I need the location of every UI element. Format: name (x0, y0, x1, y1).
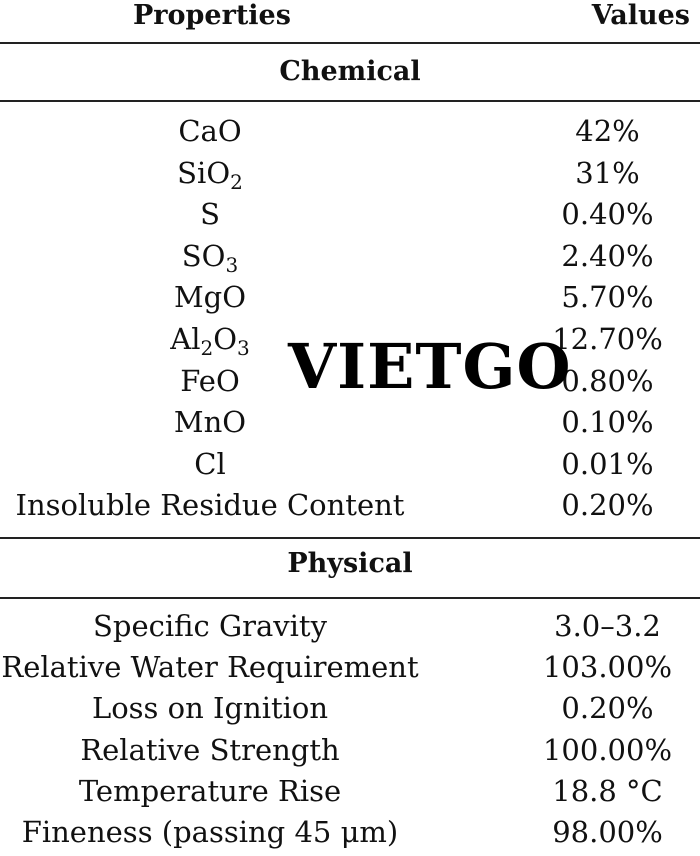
subscript: 3 (237, 336, 250, 360)
section-physical: Physical (287, 548, 413, 579)
property-cell: Temperature Rise (0, 770, 420, 812)
property-text: O (213, 322, 237, 356)
value-cell: 103.00% (542, 650, 673, 685)
value-cell: 31% (575, 155, 640, 190)
property-text: Relative Water Requirement (1, 650, 419, 685)
table-row: Fineness (passing 45 μm) 98.00% (0, 811, 700, 853)
subscript: 3 (225, 252, 239, 277)
property-cell: Insoluble Residue Content (0, 484, 420, 526)
property-text: Temperature Rise (78, 773, 342, 808)
physical-rule (0, 597, 700, 599)
property-cell: Cl (0, 443, 420, 485)
property-text: MgO (173, 280, 247, 315)
value-cell: 18.8 °C (552, 773, 663, 808)
value-cell: 2.40% (561, 238, 654, 273)
table-header: Properties Values (0, 0, 700, 40)
value-cell: 0.20% (561, 488, 654, 523)
value-cell: 3.0–3.2 (554, 609, 661, 643)
property-text: Specific Gravity (93, 609, 327, 643)
property-cell: CaO (0, 110, 420, 152)
property-text: Al (170, 322, 201, 356)
property-cell: Loss on Ignition (0, 687, 420, 729)
property-text: CaO (178, 114, 242, 148)
property-cell: S (0, 193, 420, 235)
value-cell: 0.80% (561, 363, 654, 398)
property-cell: SO3 (0, 235, 420, 277)
property-cell: FeO (0, 360, 420, 402)
table-row: MnO 0.10% (0, 401, 700, 443)
property-cell: Specific Gravity (0, 605, 420, 647)
properties-header: Properties (133, 0, 291, 31)
table-row: FeO 0.80% (0, 360, 700, 402)
value-cell: 0.10% (561, 405, 654, 440)
subscript: 2 (230, 169, 243, 194)
property-text: Loss on Ignition (91, 691, 329, 726)
property-text: S (200, 197, 220, 232)
table-row: CaO 42% (0, 110, 700, 152)
physical-top-rule (0, 537, 700, 539)
table-row: S 0.40% (0, 193, 700, 235)
table-row: Relative Strength 100.00% (0, 729, 700, 771)
property-cell: SiO2 (0, 152, 420, 194)
section-chemical: Chemical (279, 56, 421, 87)
property-cell: Relative Strength (0, 729, 420, 771)
value-cell: 0.40% (561, 197, 654, 232)
table-row: MgO 5.70% (0, 276, 700, 318)
property-text: Insoluble Residue Content (15, 488, 405, 523)
value-cell: 12.70% (552, 322, 663, 356)
property-text: MnO (173, 405, 247, 440)
values-header: Values (591, 0, 690, 31)
property-cell: MgO (0, 276, 420, 318)
table-row: Relative Water Requirement 103.00% (0, 646, 700, 688)
value-cell: 0.01% (561, 446, 654, 481)
property-text: SO (181, 238, 226, 273)
table-row: Al2O3 12.70% (0, 318, 700, 360)
value-cell: 42% (575, 114, 640, 148)
property-cell: Fineness (passing 45 μm) (0, 811, 420, 853)
table-row: Specific Gravity 3.0–3.2 (0, 605, 700, 647)
table-row: SiO2 31% (0, 152, 700, 194)
header-rule (0, 42, 700, 44)
table-row: Cl 0.01% (0, 443, 700, 485)
subscript: 2 (200, 336, 214, 360)
value-cell: 5.70% (561, 280, 654, 315)
property-text: Relative Strength (80, 732, 340, 767)
property-cell: MnO (0, 401, 420, 443)
value-cell: 98.00% (552, 815, 663, 849)
property-cell: Relative Water Requirement (0, 646, 420, 688)
property-text: FeO (180, 363, 240, 398)
table-row: SO3 2.40% (0, 235, 700, 277)
property-text: SiO (177, 155, 231, 190)
value-cell: 0.20% (561, 691, 654, 726)
table-row: Insoluble Residue Content 0.20% (0, 484, 700, 526)
property-text: Fineness (passing 45 μm) (21, 815, 399, 849)
watermark-logo: VIETGO (288, 330, 572, 403)
table-row: Loss on Ignition 0.20% (0, 687, 700, 729)
chemical-rule (0, 100, 700, 102)
value-cell: 100.00% (542, 732, 673, 767)
table-row: Temperature Rise 18.8 °C (0, 770, 700, 812)
property-text: Cl (194, 446, 226, 481)
property-cell: Al2O3 (0, 318, 420, 360)
